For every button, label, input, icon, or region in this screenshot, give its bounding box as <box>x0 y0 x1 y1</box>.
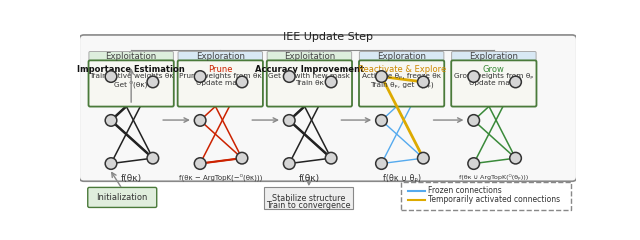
FancyBboxPatch shape <box>178 52 262 63</box>
Circle shape <box>105 71 117 82</box>
Text: Train θₚ, get ᴼ(θₚ): Train θₚ, get ᴼ(θₚ) <box>370 80 433 88</box>
Text: f(θκ): f(θκ) <box>299 174 320 183</box>
Text: Exploration: Exploration <box>469 52 518 61</box>
Circle shape <box>468 115 479 126</box>
FancyBboxPatch shape <box>360 52 444 63</box>
Text: Accuracy Improvement: Accuracy Improvement <box>255 65 364 74</box>
FancyBboxPatch shape <box>452 52 536 63</box>
Text: Prune: Prune <box>208 65 232 74</box>
Circle shape <box>195 115 206 126</box>
FancyBboxPatch shape <box>89 52 173 63</box>
FancyBboxPatch shape <box>264 187 353 209</box>
Circle shape <box>284 115 295 126</box>
Circle shape <box>105 158 117 169</box>
Circle shape <box>236 152 248 164</box>
Circle shape <box>284 158 295 169</box>
FancyBboxPatch shape <box>451 60 536 107</box>
Text: Exploration: Exploration <box>196 52 244 61</box>
Text: Train to convergence: Train to convergence <box>266 201 351 210</box>
Text: Update mask: Update mask <box>469 80 518 86</box>
Circle shape <box>284 71 295 82</box>
FancyBboxPatch shape <box>79 35 577 181</box>
Circle shape <box>147 152 159 164</box>
Text: Initialization: Initialization <box>97 193 148 202</box>
Circle shape <box>468 71 479 82</box>
Text: Train active weights θκ: Train active weights θκ <box>89 73 173 79</box>
Text: f(θκ − ArgTopK(−ᴼ(θκ))): f(θκ − ArgTopK(−ᴼ(θκ))) <box>179 174 262 181</box>
Circle shape <box>236 76 248 88</box>
Text: IEE Update Step: IEE Update Step <box>283 32 373 42</box>
Circle shape <box>195 158 206 169</box>
Circle shape <box>325 76 337 88</box>
Text: Train θκ: Train θκ <box>295 80 324 86</box>
FancyBboxPatch shape <box>88 187 157 207</box>
FancyBboxPatch shape <box>267 60 352 107</box>
Circle shape <box>376 115 387 126</box>
Text: Get θκ with new mask: Get θκ with new mask <box>268 73 350 79</box>
Circle shape <box>376 71 387 82</box>
Circle shape <box>509 152 522 164</box>
FancyBboxPatch shape <box>267 52 351 63</box>
Circle shape <box>468 158 479 169</box>
Text: Stabilize structure: Stabilize structure <box>272 194 346 204</box>
Text: Importance Estimation: Importance Estimation <box>77 65 185 74</box>
Circle shape <box>417 76 429 88</box>
Text: f(θκ): f(θκ) <box>120 174 141 183</box>
Circle shape <box>509 76 522 88</box>
Text: f(θκ ∪ θₚ): f(θκ ∪ θₚ) <box>383 174 420 183</box>
Circle shape <box>417 152 429 164</box>
FancyBboxPatch shape <box>88 60 174 107</box>
Text: Prune weights from θκ: Prune weights from θκ <box>179 73 262 79</box>
FancyBboxPatch shape <box>401 182 572 210</box>
Text: Exploitation: Exploitation <box>284 52 335 61</box>
Text: Exploitation: Exploitation <box>106 52 157 61</box>
Text: Grow weights from θₚ: Grow weights from θₚ <box>454 73 534 79</box>
Text: Grow: Grow <box>483 65 505 74</box>
Circle shape <box>325 152 337 164</box>
Text: Activate θₚ, freeze θκ: Activate θₚ, freeze θκ <box>362 73 441 79</box>
Text: Update mask: Update mask <box>196 80 244 86</box>
Text: Frozen connections: Frozen connections <box>428 186 502 195</box>
Text: Temporarily activated connections: Temporarily activated connections <box>428 195 560 204</box>
FancyBboxPatch shape <box>359 60 444 107</box>
Circle shape <box>195 71 206 82</box>
FancyBboxPatch shape <box>178 60 263 107</box>
Circle shape <box>376 158 387 169</box>
Text: Get ᴼ(θκ): Get ᴼ(θκ) <box>115 80 148 88</box>
Circle shape <box>147 76 159 88</box>
Text: Reactivate & Explore: Reactivate & Explore <box>358 65 445 74</box>
Text: f(θκ ∪ ArgTopK(ᴼ(θₚ))): f(θκ ∪ ArgTopK(ᴼ(θₚ))) <box>460 174 529 180</box>
Circle shape <box>105 115 117 126</box>
Text: Exploration: Exploration <box>377 52 426 61</box>
